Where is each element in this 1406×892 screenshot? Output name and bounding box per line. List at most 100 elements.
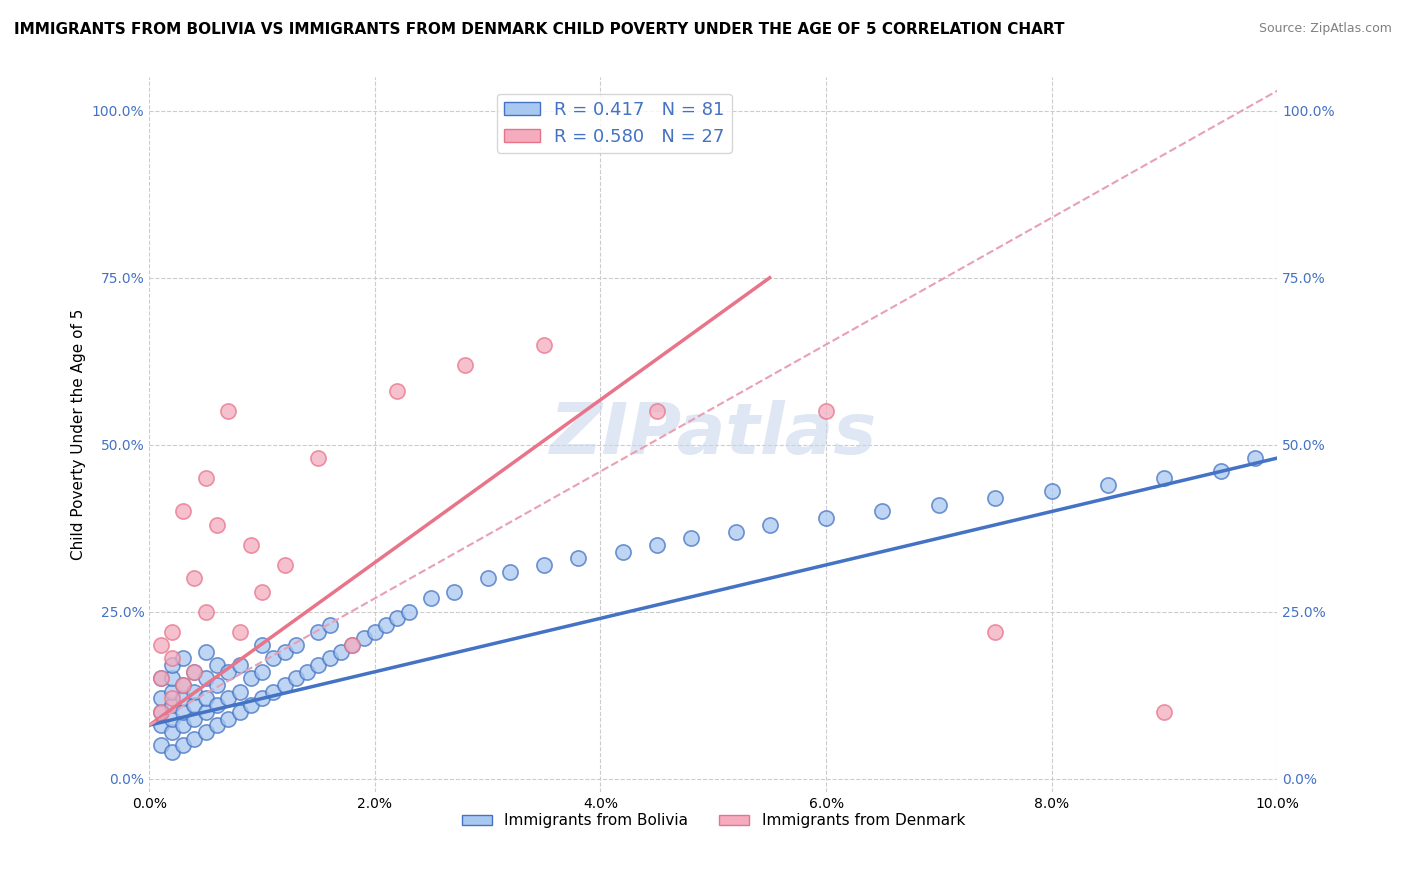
Point	[262, 651, 284, 665]
Point	[228, 705, 250, 719]
Point	[1153, 471, 1175, 485]
Point	[239, 672, 262, 686]
Point	[228, 685, 250, 699]
Point	[149, 738, 172, 752]
Point	[319, 618, 342, 632]
Point	[984, 624, 1007, 639]
Point	[928, 498, 950, 512]
Point	[319, 651, 342, 665]
Point	[183, 665, 205, 679]
Point	[160, 685, 183, 699]
Point	[1209, 465, 1232, 479]
Point	[239, 538, 262, 552]
Point	[160, 691, 183, 706]
Point	[172, 705, 194, 719]
Point	[160, 745, 183, 759]
Point	[308, 658, 330, 673]
Point	[387, 611, 409, 625]
Point	[217, 665, 239, 679]
Point	[228, 624, 250, 639]
Point	[758, 517, 780, 532]
Point	[284, 672, 307, 686]
Point	[149, 672, 172, 686]
Point	[1243, 451, 1265, 466]
Point	[172, 651, 194, 665]
Point	[295, 665, 318, 679]
Point	[250, 691, 273, 706]
Point	[533, 337, 555, 351]
Point	[205, 698, 228, 713]
Point	[477, 571, 499, 585]
Point	[183, 731, 205, 746]
Point	[398, 605, 420, 619]
Point	[443, 584, 465, 599]
Point	[724, 524, 747, 539]
Point	[194, 705, 217, 719]
Point	[172, 718, 194, 732]
Point	[183, 571, 205, 585]
Point	[308, 451, 330, 466]
Point	[239, 698, 262, 713]
Point	[172, 504, 194, 518]
Point	[420, 591, 443, 606]
Point	[194, 691, 217, 706]
Point	[375, 618, 398, 632]
Point	[454, 358, 477, 372]
Point	[273, 645, 295, 659]
Point	[330, 645, 353, 659]
Point	[1097, 477, 1119, 491]
Point	[815, 404, 838, 418]
Point	[172, 738, 194, 752]
Point	[387, 384, 409, 399]
Point	[273, 678, 295, 692]
Point	[194, 471, 217, 485]
Point	[262, 685, 284, 699]
Point	[183, 685, 205, 699]
Point	[250, 584, 273, 599]
Point	[308, 624, 330, 639]
Point	[205, 517, 228, 532]
Legend: Immigrants from Bolivia, Immigrants from Denmark: Immigrants from Bolivia, Immigrants from…	[456, 807, 972, 834]
Point	[205, 658, 228, 673]
Point	[284, 638, 307, 652]
Point	[228, 658, 250, 673]
Point	[172, 678, 194, 692]
Y-axis label: Child Poverty Under the Age of 5: Child Poverty Under the Age of 5	[72, 309, 86, 560]
Point	[160, 711, 183, 725]
Point	[183, 711, 205, 725]
Point	[364, 624, 387, 639]
Point	[149, 705, 172, 719]
Point	[183, 665, 205, 679]
Point	[645, 538, 668, 552]
Point	[149, 691, 172, 706]
Point	[183, 698, 205, 713]
Point	[172, 691, 194, 706]
Point	[160, 672, 183, 686]
Point	[217, 404, 239, 418]
Point	[815, 511, 838, 525]
Text: IMMIGRANTS FROM BOLIVIA VS IMMIGRANTS FROM DENMARK CHILD POVERTY UNDER THE AGE O: IMMIGRANTS FROM BOLIVIA VS IMMIGRANTS FR…	[14, 22, 1064, 37]
Point	[194, 645, 217, 659]
Point	[353, 632, 375, 646]
Point	[149, 638, 172, 652]
Point	[984, 491, 1007, 505]
Point	[567, 551, 589, 566]
Point	[533, 558, 555, 572]
Point	[250, 665, 273, 679]
Point	[194, 724, 217, 739]
Point	[872, 504, 894, 518]
Point	[250, 638, 273, 652]
Point	[1040, 484, 1063, 499]
Point	[149, 718, 172, 732]
Point	[205, 718, 228, 732]
Point	[499, 565, 522, 579]
Point	[160, 624, 183, 639]
Point	[160, 698, 183, 713]
Point	[205, 678, 228, 692]
Text: ZIPatlas: ZIPatlas	[550, 401, 877, 469]
Point	[194, 672, 217, 686]
Point	[679, 531, 702, 545]
Point	[160, 724, 183, 739]
Point	[1153, 705, 1175, 719]
Point	[217, 711, 239, 725]
